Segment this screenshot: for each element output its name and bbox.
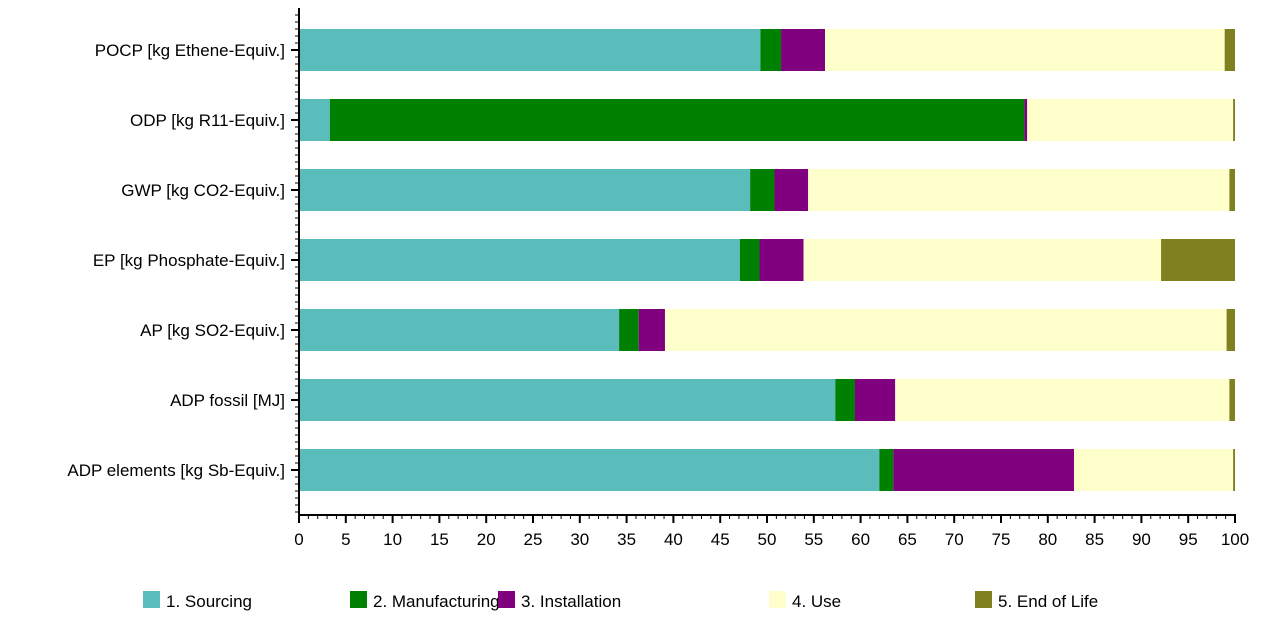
bar-segment-2 — [739, 239, 760, 281]
legend-item: 1. Sourcing — [143, 591, 252, 611]
x-tick-label: 65 — [898, 530, 917, 549]
bar-segment-5 — [1229, 379, 1235, 421]
x-tick-label: 15 — [430, 530, 449, 549]
legend-item: 3. Installation — [498, 591, 621, 611]
bar-segment-3 — [781, 29, 826, 71]
x-tick-label: 0 — [294, 530, 303, 549]
bars-layer — [299, 29, 1235, 491]
legend-label: 1. Sourcing — [166, 592, 252, 611]
x-tick-label: 30 — [570, 530, 589, 549]
bar-segment-1 — [299, 99, 330, 141]
bar-segment-4 — [1074, 449, 1234, 491]
bar-segment-1 — [299, 239, 740, 281]
category-label: EP [kg Phosphate-Equiv.] — [93, 251, 285, 270]
bar-group — [299, 29, 1235, 71]
x-tick-label: 40 — [664, 530, 683, 549]
bar-segment-3 — [774, 169, 809, 211]
bar-group — [299, 309, 1235, 351]
legend-swatch — [350, 591, 367, 608]
bar-group — [299, 169, 1235, 211]
legend-swatch — [498, 591, 515, 608]
bar-segment-3 — [1024, 99, 1028, 141]
x-tick-label: 90 — [1132, 530, 1151, 549]
bar-group — [299, 239, 1235, 281]
bar-group — [299, 449, 1235, 491]
bar-segment-2 — [760, 29, 782, 71]
category-label: ADP elements [kg Sb-Equiv.] — [67, 461, 285, 480]
bar-segment-2 — [329, 99, 1025, 141]
bar-segment-4 — [895, 379, 1230, 421]
legend-label: 2. Manufacturing — [373, 592, 500, 611]
bar-segment-4 — [808, 169, 1230, 211]
x-tick-label: 95 — [1179, 530, 1198, 549]
bar-segment-5 — [1226, 309, 1235, 351]
legend-label: 4. Use — [792, 592, 841, 611]
x-tick-label: 100 — [1221, 530, 1249, 549]
bar-segment-2 — [619, 309, 639, 351]
legend-item: 5. End of Life — [975, 591, 1098, 611]
x-tick-label: 25 — [524, 530, 543, 549]
legend: 1. Sourcing 2. Manufacturing 3. Installati… — [143, 591, 1098, 611]
x-tick-label: 85 — [1085, 530, 1104, 549]
bar-segment-5 — [1233, 99, 1235, 141]
bar-segment-2 — [835, 379, 855, 421]
x-tick-label: 55 — [804, 530, 823, 549]
legend-item: 2. Manufacturing — [350, 591, 500, 611]
category-label: ODP [kg R11-Equiv.] — [130, 111, 285, 130]
category-label: GWP [kg CO2-Equiv.] — [121, 181, 285, 200]
bar-segment-4 — [803, 239, 1162, 281]
bar-group — [299, 379, 1235, 421]
x-tick-label: 20 — [477, 530, 496, 549]
bar-segment-1 — [299, 29, 761, 71]
bar-segment-5 — [1224, 29, 1235, 71]
bar-segment-2 — [750, 169, 775, 211]
bar-segment-3 — [893, 449, 1075, 491]
bar-segment-4 — [664, 309, 1227, 351]
x-tick-label: 5 — [341, 530, 350, 549]
bar-segment-4 — [825, 29, 1225, 71]
bar-group — [299, 99, 1235, 141]
legend-swatch — [143, 591, 160, 608]
legend-swatch — [769, 591, 786, 608]
x-tick-label: 45 — [711, 530, 730, 549]
category-label: POCP [kg Ethene-Equiv.] — [95, 41, 285, 60]
category-label: AP [kg SO2-Equiv.] — [140, 321, 285, 340]
x-tick-label: 75 — [992, 530, 1011, 549]
bar-segment-3 — [638, 309, 665, 351]
x-tick-label: 60 — [851, 530, 870, 549]
bar-segment-5 — [1233, 449, 1235, 491]
x-tick-label: 50 — [758, 530, 777, 549]
ticks-layer: POCP [kg Ethene-Equiv.] ODP [kg R11-Equiv… — [67, 14, 1249, 549]
bar-segment-3 — [854, 379, 896, 421]
bar-segment-2 — [879, 449, 894, 491]
bar-segment-1 — [299, 309, 620, 351]
legend-label: 5. End of Life — [998, 592, 1098, 611]
legend-item: 4. Use — [769, 591, 841, 611]
bar-segment-4 — [1027, 99, 1234, 141]
bar-segment-5 — [1161, 239, 1235, 281]
legend-label: 3. Installation — [521, 592, 621, 611]
bar-segment-1 — [299, 169, 751, 211]
bar-segment-3 — [759, 239, 804, 281]
x-tick-label: 35 — [617, 530, 636, 549]
category-label: ADP fossil [MJ] — [170, 391, 285, 410]
x-tick-label: 70 — [945, 530, 964, 549]
x-tick-label: 80 — [1038, 530, 1057, 549]
bar-segment-1 — [299, 449, 880, 491]
bar-segment-5 — [1229, 169, 1235, 211]
legend-swatch — [975, 591, 992, 608]
bar-segment-1 — [299, 379, 836, 421]
x-tick-label: 10 — [383, 530, 402, 549]
